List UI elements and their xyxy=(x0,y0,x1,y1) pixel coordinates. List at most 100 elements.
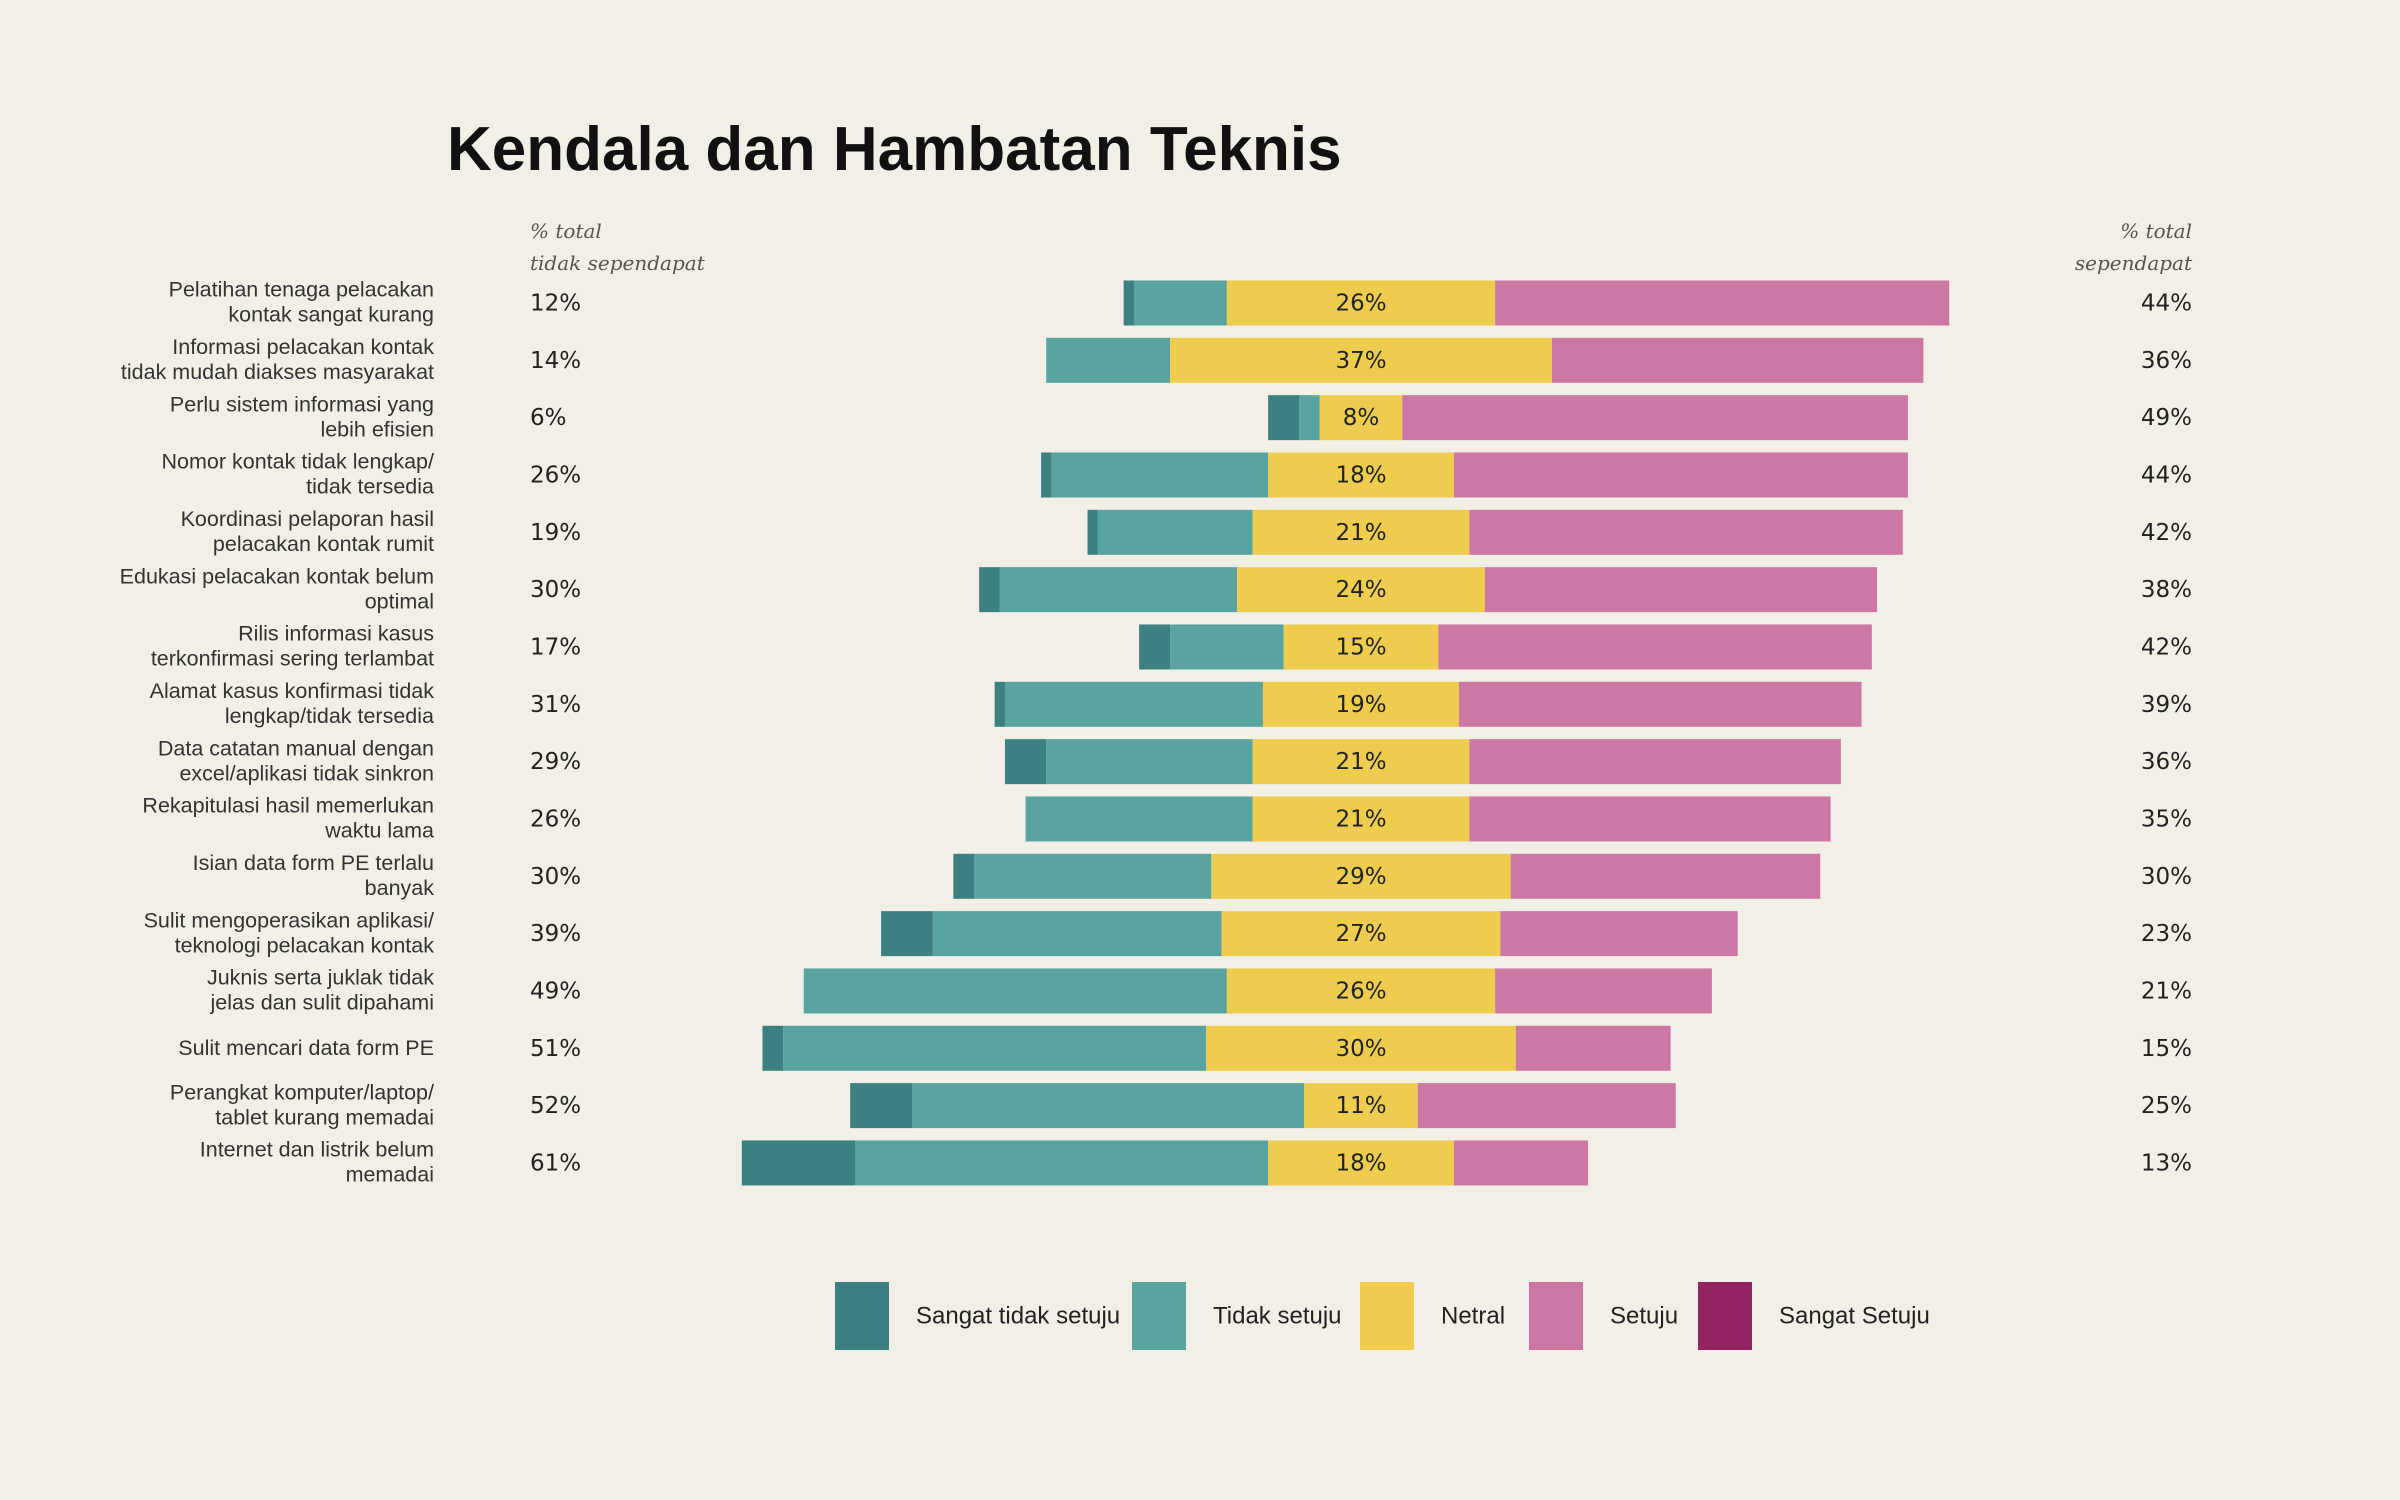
bar-netral xyxy=(1206,1025,1516,1071)
bar-sangat-tidak-setuju xyxy=(953,853,974,899)
bar-netral xyxy=(1252,739,1470,785)
bar-sangat-tidak-setuju xyxy=(850,1083,913,1129)
bar-netral xyxy=(1283,624,1439,670)
category-label-line1: Data catatan manual dengan xyxy=(158,736,434,760)
left-total-label: 30% xyxy=(530,577,581,603)
bar-setuju xyxy=(1453,452,1908,498)
left-header-line2: tidak sependapat xyxy=(530,251,706,275)
bar-netral xyxy=(1211,853,1511,899)
legend-swatch xyxy=(1132,1282,1186,1350)
category-label-line2: jelas dan sulit dipahami xyxy=(210,991,435,1015)
left-total-label: 39% xyxy=(530,921,581,947)
category-label-line1: Rekapitulasi hasil memerlukan xyxy=(142,794,434,818)
bar-tidak-setuju xyxy=(932,911,1222,957)
bar-setuju xyxy=(1551,337,1924,383)
left-header-line1: % total xyxy=(530,219,602,243)
netral-data-label: 19% xyxy=(1335,692,1386,718)
netral-data-label: 15% xyxy=(1335,634,1386,660)
legend-label: Sangat Setuju xyxy=(1779,1302,1930,1329)
bar-netral xyxy=(1252,509,1470,555)
right-total-label: 42% xyxy=(2141,520,2192,546)
bar-setuju xyxy=(1417,1083,1676,1129)
bar-tidak-setuju xyxy=(1170,624,1284,670)
netral-data-label: 18% xyxy=(1335,462,1386,488)
right-total-label: 15% xyxy=(2141,1036,2192,1062)
left-total-label: 26% xyxy=(530,806,581,832)
bar-tidak-setuju xyxy=(855,1140,1269,1186)
bar-tidak-setuju xyxy=(1004,681,1263,727)
bar-tidak-setuju xyxy=(1097,509,1253,555)
bar-netral xyxy=(1170,337,1552,383)
right-total-label: 39% xyxy=(2141,692,2192,718)
netral-data-label: 26% xyxy=(1335,978,1386,1004)
bar-sangat-tidak-setuju xyxy=(881,911,933,957)
bar-sangat-tidak-setuju xyxy=(1123,280,1134,326)
bar-tidak-setuju xyxy=(974,853,1212,899)
right-header-line1: % total xyxy=(2120,219,2192,243)
category-label-line2: banyak xyxy=(365,876,435,900)
category-label-line1: Perangkat komputer/laptop/ xyxy=(170,1080,434,1104)
bar-netral xyxy=(1268,1140,1454,1186)
bar-netral xyxy=(1268,452,1454,498)
netral-data-label: 29% xyxy=(1335,864,1386,890)
left-total-label: 52% xyxy=(530,1093,581,1119)
netral-data-label: 21% xyxy=(1335,749,1386,775)
right-total-label: 36% xyxy=(2141,749,2192,775)
bar-netral xyxy=(1319,395,1403,441)
bar-setuju xyxy=(1469,739,1841,785)
netral-data-label: 26% xyxy=(1335,291,1386,317)
bar-netral xyxy=(1262,681,1460,727)
bar-tidak-setuju xyxy=(999,567,1238,613)
bar-netral xyxy=(1304,1083,1418,1129)
left-total-label: 19% xyxy=(530,520,581,546)
category-label-line2: memadai xyxy=(346,1163,434,1187)
category-label-line2: excel/aplikasi tidak sinkron xyxy=(179,761,434,785)
left-total-label: 6% xyxy=(530,405,567,431)
netral-data-label: 18% xyxy=(1335,1150,1386,1176)
right-total-label: 13% xyxy=(2141,1150,2192,1176)
category-label-line2: optimal xyxy=(365,589,434,613)
category-label-line1: Rilis informasi kasus xyxy=(238,622,434,646)
legend-label: Sangat tidak setuju xyxy=(916,1302,1120,1329)
right-total-label: 49% xyxy=(2141,405,2192,431)
category-label-line1: Isian data form PE terlalu xyxy=(193,851,434,875)
category-label-line1: Alamat kasus konfirmasi tidak xyxy=(150,679,435,703)
bar-sangat-tidak-setuju xyxy=(979,567,1000,613)
legend-swatch xyxy=(1529,1282,1583,1350)
netral-data-label: 37% xyxy=(1335,348,1386,374)
chart-title: Kendala dan Hambatan Teknis xyxy=(447,115,1342,184)
netral-data-label: 30% xyxy=(1335,1036,1386,1062)
category-label-line1: Internet dan listrik belum xyxy=(200,1138,434,1162)
left-total-label: 29% xyxy=(530,749,581,775)
bar-tidak-setuju xyxy=(783,1025,1207,1071)
bar-setuju xyxy=(1402,395,1908,441)
category-label-line1: Perlu sistem informasi yang xyxy=(170,392,434,416)
left-total-label: 49% xyxy=(530,978,581,1004)
netral-data-label: 21% xyxy=(1335,520,1386,546)
right-total-label: 21% xyxy=(2141,978,2192,1004)
bar-setuju xyxy=(1469,509,1903,555)
category-label-line2: pelacakan kontak rumit xyxy=(213,532,434,556)
right-header-line2: sependapat xyxy=(2075,251,2193,275)
bar-netral xyxy=(1237,567,1485,613)
category-label-line2: waktu lama xyxy=(324,819,434,843)
bar-sangat-tidak-setuju xyxy=(762,1025,784,1071)
bar-sangat-tidak-setuju xyxy=(1004,739,1047,785)
legend-swatch xyxy=(1360,1282,1414,1350)
legend-swatch xyxy=(835,1282,889,1350)
category-label-line2: tablet kurang memadai xyxy=(215,1105,434,1129)
bar-sangat-tidak-setuju xyxy=(994,681,1005,727)
left-total-label: 12% xyxy=(530,291,581,317)
netral-data-label: 11% xyxy=(1335,1093,1386,1119)
bar-netral xyxy=(1226,968,1496,1014)
category-label-line2: lengkap/tidak tersedia xyxy=(225,704,434,728)
netral-data-label: 27% xyxy=(1335,921,1386,947)
bar-tidak-setuju xyxy=(1051,452,1269,498)
category-label-line1: Informasi pelacakan kontak xyxy=(172,335,434,359)
category-label-line2: lebih efisien xyxy=(320,417,434,441)
left-total-label: 14% xyxy=(530,348,581,374)
bar-tidak-setuju xyxy=(1025,796,1253,842)
right-total-label: 44% xyxy=(2141,462,2192,488)
category-label-line1: Edukasi pelacakan kontak belum xyxy=(120,564,434,588)
